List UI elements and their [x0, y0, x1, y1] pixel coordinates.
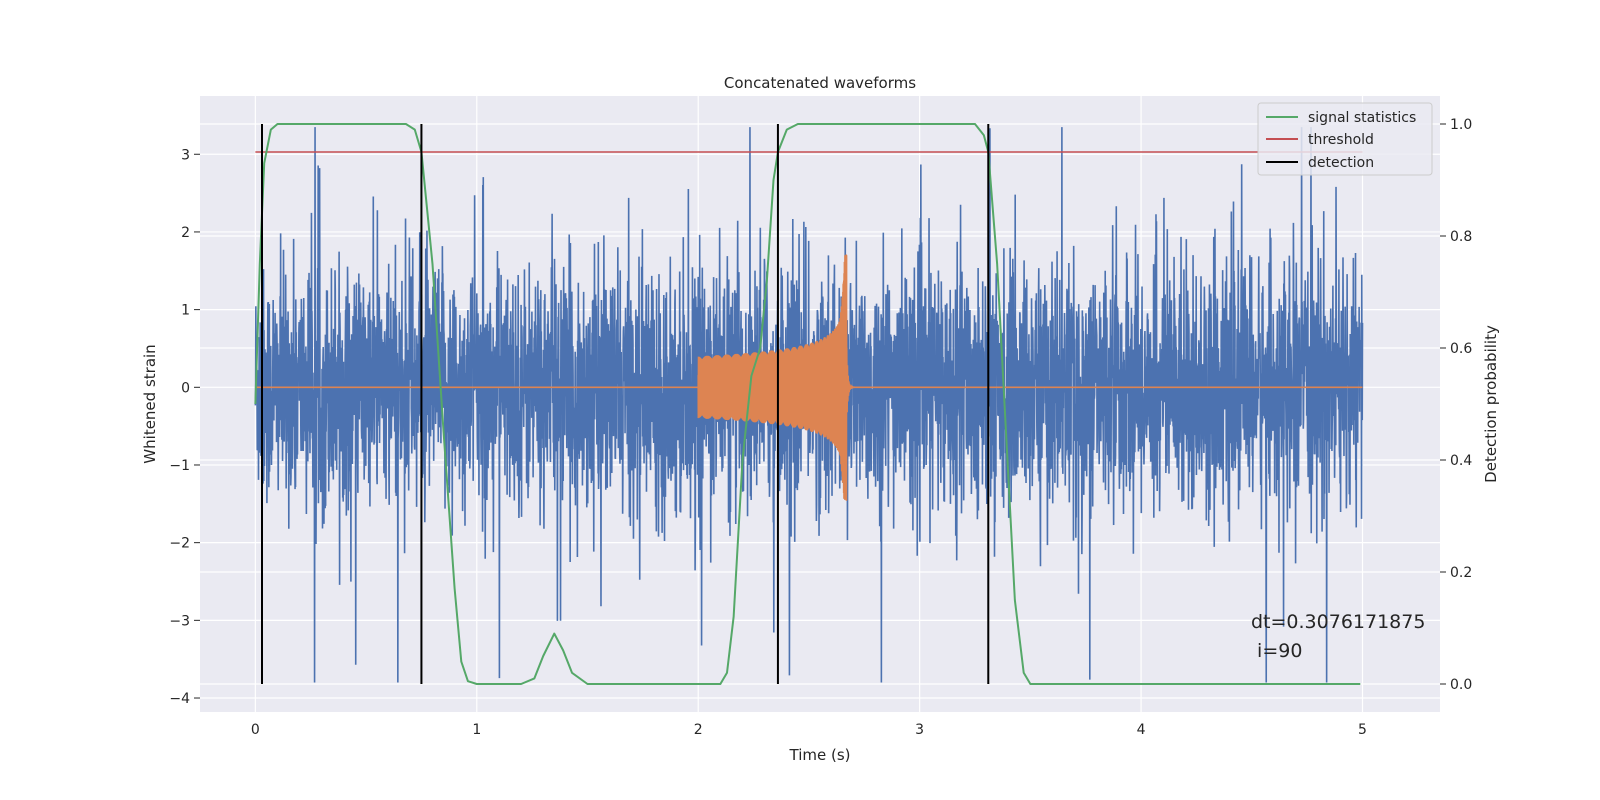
ticks: 0 1 2 3 4 5 −4 −3 −2 −1 0 1 2 3 0.0 0.2 0.4 0.6 0.8 1.0 — [169, 117, 1472, 738]
y2-tick-label: 0.2 — [1450, 565, 1472, 581]
x-tick-label: 1 — [472, 722, 481, 738]
x-tick-label: 3 — [915, 722, 924, 738]
y-tick-label: −3 — [169, 613, 190, 629]
legend-label-detection: detection — [1308, 155, 1374, 171]
y-tick-label: 3 — [181, 147, 190, 163]
x-tick-label: 5 — [1358, 722, 1367, 738]
waveform-trace — [255, 254, 1363, 501]
y2-axis-label: Detection probability — [1482, 325, 1500, 483]
detection-series — [261, 124, 990, 684]
x-tick-label: 2 — [694, 722, 703, 738]
y-tick-label: −4 — [169, 691, 190, 707]
y2-tick-label: 0.6 — [1450, 341, 1472, 357]
x-tick-label: 4 — [1137, 722, 1146, 738]
x-tick-label: 0 — [251, 722, 260, 738]
y2-tick-label: 0.0 — [1450, 677, 1472, 693]
y2-tick-label: 0.8 — [1450, 229, 1472, 245]
legend-box — [1257, 102, 1433, 176]
signal-statistics-series — [254, 123, 1361, 685]
annotation-dt: dt=0.3076171875 — [1251, 611, 1425, 633]
y-tick-label: 2 — [181, 225, 190, 241]
y-axis-label: Whitened strain — [141, 344, 159, 463]
y2-tick-label: 1.0 — [1450, 117, 1472, 133]
annotation: dt=0.3076171875 i=90 — [1251, 611, 1425, 662]
chart-title: Concatenated waveforms — [724, 74, 916, 92]
legend-label-threshold: threshold — [1308, 132, 1374, 148]
y2-tick-label: 0.4 — [1450, 453, 1472, 469]
y-tick-label: 1 — [181, 303, 190, 319]
legend-label-signal-statistics: signal statistics — [1308, 110, 1416, 126]
y-tick-label: 0 — [181, 380, 190, 396]
y-tick-label: −2 — [169, 536, 190, 552]
signal-statistics-line — [254, 123, 1361, 685]
x-axis-label: Time (s) — [789, 746, 851, 764]
legend: signal statistics threshold detection — [1257, 102, 1433, 176]
waveform-series — [255, 254, 1363, 501]
y-tick-label: −1 — [169, 458, 190, 474]
annotation-i: i=90 — [1251, 640, 1302, 662]
